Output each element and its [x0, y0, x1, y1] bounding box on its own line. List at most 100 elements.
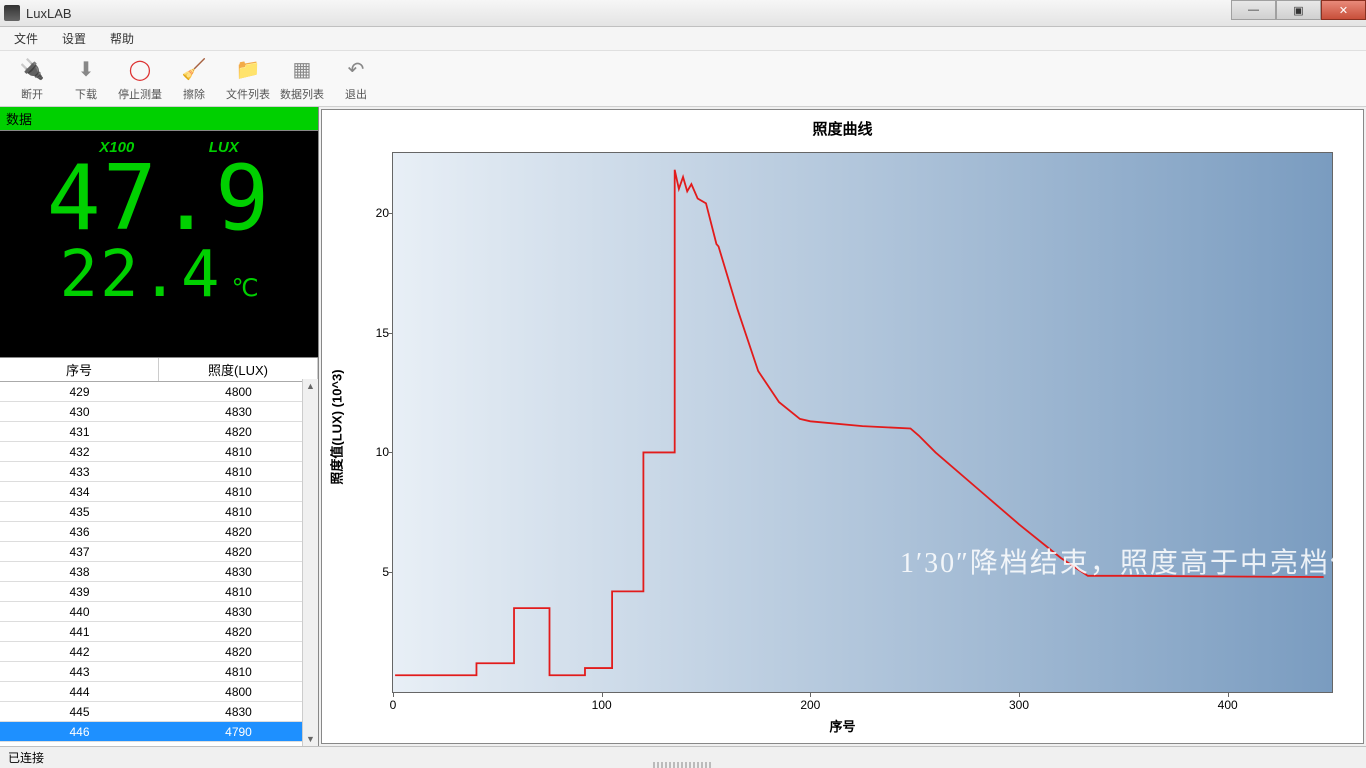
status-bar: 已连接	[0, 746, 1366, 768]
cell-index: 442	[0, 645, 159, 659]
file-list-label: 文件列表	[226, 86, 270, 102]
file-list-button[interactable]: 📁 文件列表	[222, 53, 274, 105]
ytick: 10	[363, 445, 389, 459]
close-button[interactable]: ✕	[1321, 0, 1366, 20]
table-header: 序号 照度(LUX)	[0, 357, 318, 382]
col-lux: 照度(LUX)	[159, 358, 318, 381]
chart-ylabel: 照度值(LUX) (10^3)	[327, 369, 346, 484]
table-row[interactable]: 4374820	[0, 542, 318, 562]
cell-lux: 4810	[159, 485, 318, 499]
erase-label: 擦除	[183, 86, 205, 102]
table-row[interactable]: 4314820	[0, 422, 318, 442]
chart-xlabel: 序号	[829, 716, 855, 735]
table-row[interactable]: 4364820	[0, 522, 318, 542]
cell-lux: 4820	[159, 645, 318, 659]
cell-lux: 4830	[159, 565, 318, 579]
disconnect-button[interactable]: 🔌 断开	[6, 53, 58, 105]
cell-index: 444	[0, 685, 159, 699]
data-panel-header: 数据	[0, 107, 318, 131]
cell-index: 433	[0, 465, 159, 479]
table-row[interactable]: 4454830	[0, 702, 318, 722]
table-row[interactable]: 4294800	[0, 382, 318, 402]
chart-panel: 照度曲线 照度值(LUX) (10^3) 序号 1′30″降档结束，照度高于中亮…	[321, 109, 1364, 744]
cell-index: 437	[0, 545, 159, 559]
menu-help[interactable]: 帮助	[104, 28, 140, 49]
minimize-button[interactable]: —	[1231, 0, 1276, 20]
table-row[interactable]: 4404830	[0, 602, 318, 622]
xtick: 100	[592, 698, 612, 712]
cell-index: 439	[0, 585, 159, 599]
menu-settings[interactable]: 设置	[56, 28, 92, 49]
lcd-lux-value: 47.9	[12, 156, 306, 242]
cell-lux: 4810	[159, 665, 318, 679]
table-icon: ▦	[288, 56, 316, 84]
status-connected: 已连接	[8, 749, 44, 766]
col-index: 序号	[0, 358, 159, 381]
table-row[interactable]: 4394810	[0, 582, 318, 602]
table-row[interactable]: 4384830	[0, 562, 318, 582]
main-area: 数据 X100 LUX 47.9 22.4 ℃ 序号 照度(LUX) 42948…	[0, 107, 1366, 746]
table-row[interactable]: 4444800	[0, 682, 318, 702]
exit-button[interactable]: ↶ 退出	[330, 53, 382, 105]
xtick: 200	[800, 698, 820, 712]
exit-icon: ↶	[342, 56, 370, 84]
ytick: 15	[363, 326, 389, 340]
plot-inner: 1′30″降档结束，照度高于中亮档位 51015200100200300400	[392, 152, 1333, 693]
menu-file[interactable]: 文件	[8, 28, 44, 49]
table-row[interactable]: 4464790	[0, 722, 318, 742]
cell-index: 440	[0, 605, 159, 619]
cell-lux: 4810	[159, 445, 318, 459]
table-row[interactable]: 4414820	[0, 622, 318, 642]
cell-lux: 4800	[159, 685, 318, 699]
xtick: 300	[1009, 698, 1029, 712]
maximize-button[interactable]: ▣	[1276, 0, 1321, 20]
cell-index: 445	[0, 705, 159, 719]
table-row[interactable]: 4344810	[0, 482, 318, 502]
xtick: 400	[1218, 698, 1238, 712]
toolbar: 🔌 断开 ⬇ 下载 ◯ 停止测量 🧹 擦除 📁 文件列表 ▦ 数据列表 ↶ 退出	[0, 51, 1366, 107]
cell-index: 429	[0, 385, 159, 399]
stop-measure-button[interactable]: ◯ 停止测量	[114, 53, 166, 105]
cell-index: 431	[0, 425, 159, 439]
cell-lux: 4820	[159, 545, 318, 559]
disconnect-label: 断开	[21, 86, 43, 102]
cell-index: 435	[0, 505, 159, 519]
lifebuoy-icon: ◯	[126, 56, 154, 84]
cell-lux: 4810	[159, 505, 318, 519]
chart-overlay-text: 1′30″降档结束，照度高于中亮档位	[900, 541, 1360, 581]
cell-lux: 4820	[159, 625, 318, 639]
folder-icon: 📁	[234, 56, 262, 84]
stop-measure-label: 停止测量	[118, 86, 162, 102]
cell-index: 446	[0, 725, 159, 739]
table-row[interactable]: 4424820	[0, 642, 318, 662]
app-icon	[4, 5, 20, 21]
cell-index: 432	[0, 445, 159, 459]
table-row[interactable]: 4304830	[0, 402, 318, 422]
erase-button[interactable]: 🧹 擦除	[168, 53, 220, 105]
data-list-button[interactable]: ▦ 数据列表	[276, 53, 328, 105]
ytick: 5	[363, 565, 389, 579]
lcd-temp-unit: ℃	[232, 274, 259, 303]
plot-area: 1′30″降档结束，照度高于中亮档位 51015200100200300400	[392, 152, 1333, 693]
cell-index: 443	[0, 665, 159, 679]
chart-title: 照度曲线	[322, 110, 1363, 143]
window-title: LuxLAB	[26, 6, 72, 21]
cell-index: 436	[0, 525, 159, 539]
scrollbar[interactable]	[302, 379, 318, 746]
splitter-handle[interactable]	[653, 762, 713, 768]
window-controls: — ▣ ✕	[1231, 0, 1366, 20]
table-row[interactable]: 4334810	[0, 462, 318, 482]
cell-lux: 4830	[159, 605, 318, 619]
table-row[interactable]: 4324810	[0, 442, 318, 462]
table-row[interactable]: 4354810	[0, 502, 318, 522]
download-label: 下载	[75, 86, 97, 102]
download-button[interactable]: ⬇ 下载	[60, 53, 112, 105]
table-row[interactable]: 4434810	[0, 662, 318, 682]
table-body[interactable]: 4294800430483043148204324810433481043448…	[0, 382, 318, 746]
cell-lux: 4800	[159, 385, 318, 399]
left-panel: 数据 X100 LUX 47.9 22.4 ℃ 序号 照度(LUX) 42948…	[0, 107, 319, 746]
exit-label: 退出	[345, 86, 367, 102]
lcd-display: X100 LUX 47.9 22.4 ℃	[0, 131, 318, 357]
cell-lux: 4810	[159, 585, 318, 599]
cell-lux: 4790	[159, 725, 318, 739]
